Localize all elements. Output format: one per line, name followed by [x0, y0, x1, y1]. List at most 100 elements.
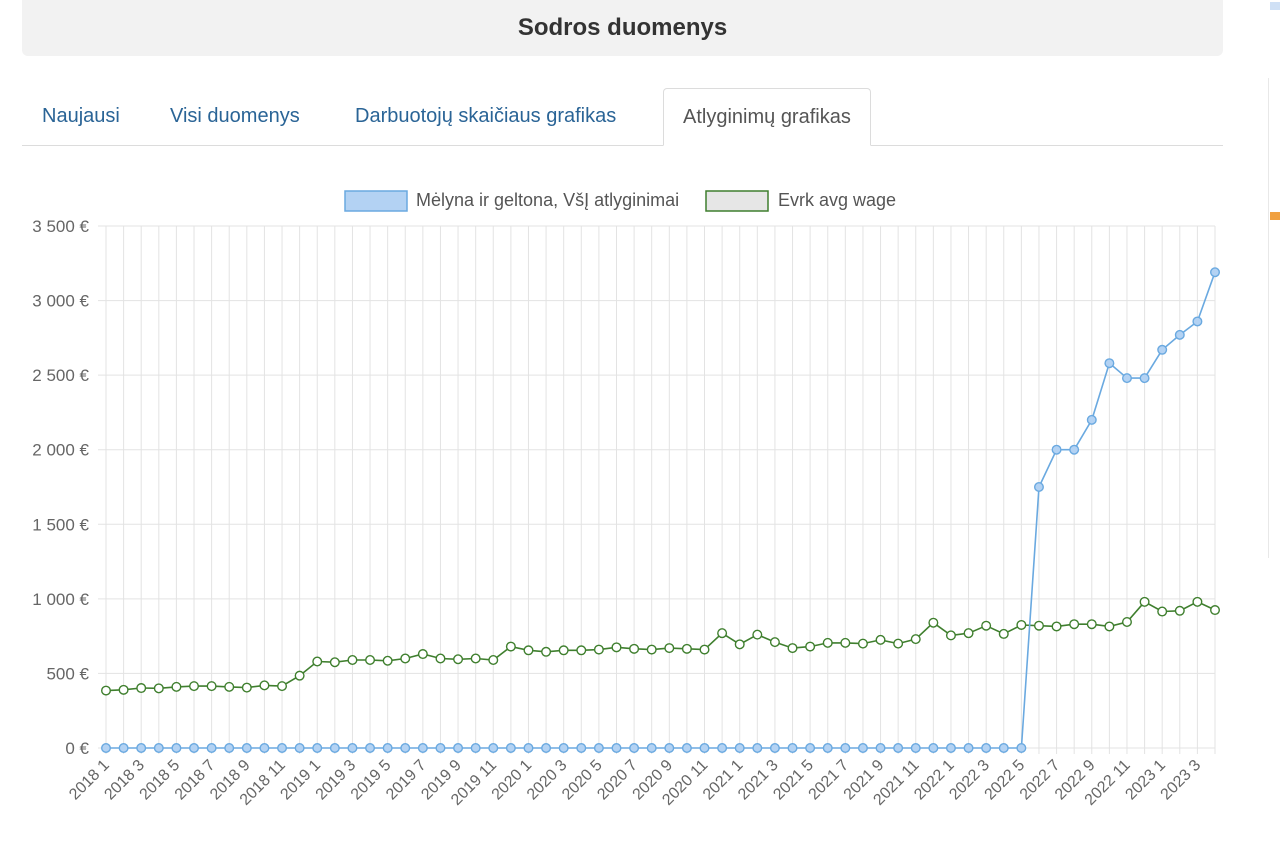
series-2-point	[312, 656, 323, 667]
legend-swatch-series-1[interactable]	[344, 190, 408, 212]
series-2-point	[963, 628, 974, 639]
series-1-point	[1157, 344, 1168, 355]
series-2-point	[417, 649, 428, 660]
series-2-point	[822, 637, 833, 648]
chart-grid	[98, 225, 1216, 754]
series-2-point	[734, 639, 745, 650]
series-1-point	[488, 743, 499, 754]
series-2-point	[541, 646, 552, 657]
series-1-point	[206, 743, 217, 754]
series-1-point	[593, 743, 604, 754]
series-2-point	[840, 637, 851, 648]
chart-legend[interactable]: Mėlyna ir geltona, VšĮ atlyginimai Evrk …	[344, 190, 896, 212]
series-2-point	[1016, 619, 1027, 630]
series-1-point	[294, 743, 305, 754]
series-2-point	[787, 643, 798, 654]
series-2-point	[629, 643, 640, 654]
series-1-point	[1121, 373, 1132, 384]
y-axis: 0 € 500 € 1 000 € 1 500 € 2 000 € 2 500 € 3 00…	[32, 217, 89, 758]
x-tick-label: 2023 3	[1158, 757, 1205, 804]
series-1-point	[1139, 373, 1150, 384]
series-lines	[105, 271, 1216, 749]
series-2-point	[875, 634, 886, 645]
series-1-point	[752, 743, 763, 754]
edge-marker	[1270, 212, 1280, 220]
series-2-point	[1033, 620, 1044, 631]
series-2-point	[1104, 621, 1115, 632]
series-1-point	[629, 743, 640, 754]
series-1-point	[1051, 444, 1062, 455]
series-2-point	[171, 681, 182, 692]
y-tick-label: 1 000 €	[32, 590, 89, 609]
series-1-point	[435, 743, 446, 754]
series-1-point	[1016, 743, 1027, 754]
series-2-point	[1209, 605, 1220, 616]
series-2-point	[136, 683, 147, 694]
tab-all-data[interactable]: Visi duomenys	[170, 105, 300, 127]
tab-latest[interactable]: Naujausi	[42, 105, 120, 127]
y-tick-label: 500 €	[46, 664, 89, 683]
series-1-point	[1033, 482, 1044, 493]
series-2-point	[1051, 621, 1062, 632]
page-title: Sodros duomenys	[517, 14, 728, 41]
series-1-point	[523, 743, 534, 754]
series-1-point	[611, 743, 622, 754]
series-2-point	[259, 680, 270, 691]
series-1-point	[365, 743, 376, 754]
series-1-point	[646, 743, 657, 754]
legend-label-series-2[interactable]: Evrk avg wage	[778, 190, 896, 210]
series-2-point	[981, 620, 992, 631]
series-1-point	[136, 743, 147, 754]
series-2-point	[1139, 596, 1150, 607]
series-2-point	[558, 645, 569, 656]
series-2-point	[435, 653, 446, 664]
series-1-point	[347, 743, 358, 754]
series-1-point	[312, 743, 323, 754]
y-tick-label: 2 000 €	[32, 441, 89, 460]
series-1-point	[875, 743, 886, 754]
series-1-point	[1104, 358, 1115, 369]
legend-swatch-series-2[interactable]	[705, 190, 769, 212]
series-1-point	[664, 743, 675, 754]
series-2-point	[646, 644, 657, 655]
series-2-line	[105, 600, 1216, 692]
series-2-point	[593, 644, 604, 655]
series-2-point	[488, 655, 499, 666]
series-2-point	[857, 638, 868, 649]
y-tick-label: 2 500 €	[32, 366, 89, 385]
series-2-point	[523, 645, 534, 656]
tab-salary-chart[interactable]: Atlyginimų grafikas	[663, 88, 871, 146]
series-1-point	[928, 743, 939, 754]
series-2-point	[470, 653, 481, 664]
series-2-point	[1174, 605, 1185, 616]
series-1-point	[400, 743, 411, 754]
series-1-point	[1086, 414, 1097, 425]
series-1-point	[189, 743, 200, 754]
series-2-point	[910, 634, 921, 645]
series-2-point	[1192, 596, 1203, 607]
series-1-point	[910, 743, 921, 754]
series-2-point	[1121, 616, 1132, 627]
tab-bar: Naujausi Visi duomenys Darbuotojų skaiči…	[22, 88, 1223, 146]
series-2-point	[400, 653, 411, 664]
series-2-point	[998, 628, 1009, 639]
series-1-point	[382, 743, 393, 754]
series-2-point	[1069, 619, 1080, 630]
legend-label-series-1[interactable]: Mėlyna ir geltona, VšĮ atlyginimai	[416, 190, 679, 210]
series-1-point	[945, 743, 956, 754]
series-1-point	[541, 743, 552, 754]
y-tick-label: 1 500 €	[32, 515, 89, 534]
series-2-point	[699, 644, 710, 655]
y-tick-label: 3 000 €	[32, 292, 89, 311]
tab-employee-count-chart[interactable]: Darbuotojų skaičiaus grafikas	[355, 105, 617, 127]
series-1-point	[963, 743, 974, 754]
series-2-point	[805, 641, 816, 652]
series-1-point	[857, 743, 868, 754]
series-2-point	[453, 654, 464, 665]
series-points	[100, 267, 1220, 754]
y-tick-label: 0 €	[65, 739, 89, 758]
series-2-point	[752, 629, 763, 640]
series-2-point	[382, 655, 393, 666]
series-1-line	[106, 271, 1216, 749]
